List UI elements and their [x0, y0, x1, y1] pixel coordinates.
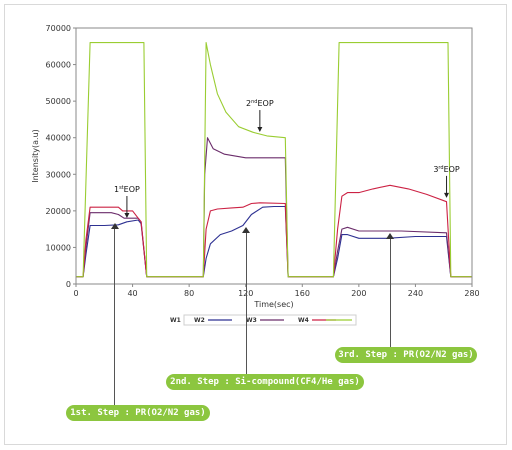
y-tick-label: 20000: [46, 207, 71, 216]
step-pointer-line: [245, 232, 247, 374]
eop-annotation: 1stEOP: [114, 185, 140, 194]
figure-frame: [4, 4, 507, 445]
y-tick-label: 70000: [46, 24, 71, 33]
step-label-2: 2nd. Step : Si-compound(CF4/He gas): [166, 374, 364, 390]
eop-arrow-head: [257, 127, 263, 133]
legend-label-w2: W2: [194, 317, 205, 324]
legend-title: W1: [170, 317, 181, 324]
series-line-w2: [76, 205, 472, 278]
eop-annotation: 3rdEOP: [433, 165, 460, 174]
step-pointer-head: [110, 223, 119, 229]
x-axis-label: Time(sec): [253, 300, 293, 309]
legend-label-w3: W3: [246, 317, 257, 324]
x-tick-label: 240: [408, 289, 423, 298]
plot-area: [75, 27, 473, 285]
x-tick-label: 200: [351, 289, 366, 298]
eop-annotation: 2ndEOP: [246, 99, 274, 108]
y-tick-label: 10000: [46, 243, 71, 252]
step-pointer-line: [389, 238, 391, 347]
step-label-1: 1st. Step : PR(O2/N2 gas): [66, 405, 210, 421]
x-tick-label: 80: [184, 289, 194, 298]
y-tick-label: 30000: [46, 170, 71, 179]
y-tick-label: 0: [66, 280, 71, 289]
x-tick-label: 0: [73, 289, 78, 298]
series-line-w4: [76, 184, 472, 278]
x-tick-label: 280: [464, 289, 479, 298]
x-tick-label: 160: [295, 289, 310, 298]
step-pointer-line: [114, 228, 116, 405]
legend-label-w4: W4: [298, 317, 309, 324]
y-tick-label: 40000: [46, 134, 71, 143]
series-line-w1: [76, 42, 472, 278]
step-label-3: 3rd. Step : PR(O2/N2 gas): [335, 347, 477, 363]
y-axis-label: Intensity(a.u): [31, 129, 40, 183]
eop-arrow-head: [124, 213, 130, 218]
y-tick-label: 50000: [46, 97, 71, 106]
eop-arrow-head: [444, 192, 450, 198]
step-pointer-head: [386, 233, 395, 239]
series-line-w3: [76, 137, 472, 278]
x-tick-label: 40: [127, 289, 137, 298]
y-tick-label: 60000: [46, 61, 71, 70]
step-pointer-head: [242, 227, 251, 233]
